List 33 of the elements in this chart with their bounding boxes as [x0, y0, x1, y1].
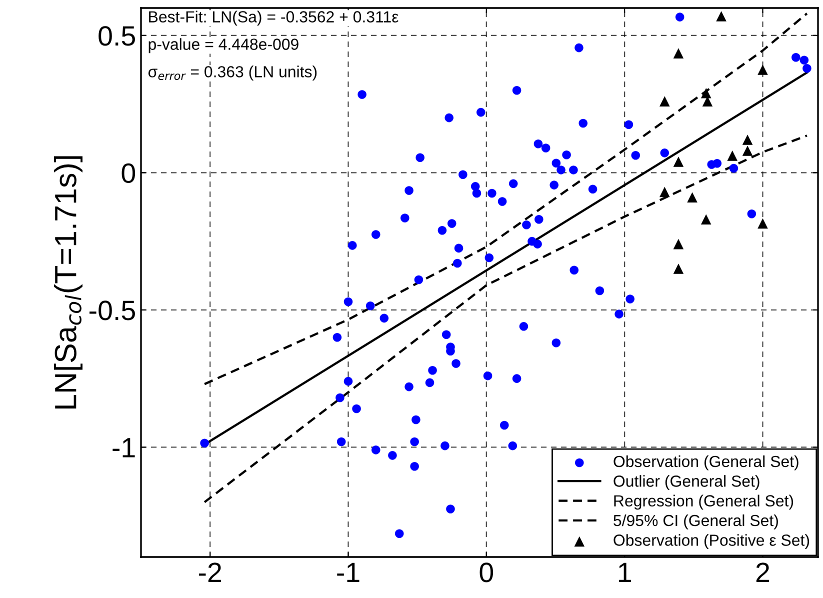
point — [700, 214, 712, 225]
point — [687, 192, 698, 203]
legend-label: 5/95% CI (General Set) — [614, 514, 778, 530]
point — [673, 238, 684, 250]
point — [727, 150, 738, 161]
point — [659, 96, 670, 106]
legend-label: Regression (General Set) — [614, 494, 794, 510]
y-tick-label: 0.5 — [98, 26, 135, 46]
y-axis-title: LN[Sa$_{col}$(T=1.71s)] — [54, 156, 82, 408]
point — [716, 11, 726, 22]
point — [700, 88, 712, 98]
point — [758, 218, 768, 229]
x-tick-label: -2 — [198, 562, 222, 582]
x-tick-label: 2 — [756, 562, 770, 582]
x-tick-label: 1 — [618, 562, 631, 582]
point — [673, 264, 684, 274]
point — [673, 156, 684, 167]
point — [659, 186, 670, 198]
legend-label: Observation (General Set) — [614, 455, 798, 470]
x-tick-label: -1 — [337, 562, 360, 582]
x-tick-label: 0 — [480, 562, 494, 582]
point — [742, 146, 753, 156]
annotation: σ$_{error}$ = 0.363 (LN units) — [148, 66, 317, 81]
annotation: p-value = 4.448e-009 — [148, 38, 298, 54]
y-tick-label: 0 — [122, 163, 136, 184]
y-tick-label: -0.5 — [90, 300, 135, 320]
point — [758, 64, 768, 75]
annotation: Best-Fit: LN(Sa) = -0.3562 + 0.311ε — [149, 10, 398, 26]
point — [742, 134, 753, 145]
point — [673, 48, 684, 58]
legend-label: Outlier (General Set) — [614, 475, 760, 490]
y-tick-label: -1 — [112, 438, 135, 458]
legend-label: Observation (Positive ε Set) — [614, 534, 810, 550]
